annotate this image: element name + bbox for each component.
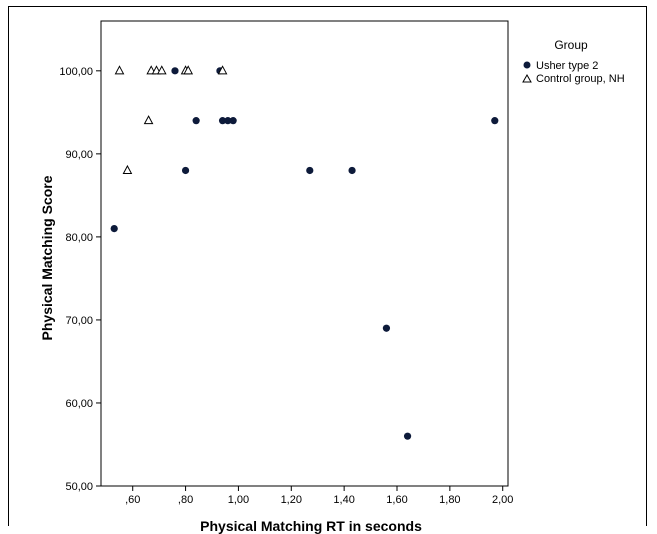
usher-point <box>192 117 200 125</box>
x-tick-label: ,60 <box>125 494 140 506</box>
usher-point <box>181 166 190 175</box>
usher-point <box>171 67 179 75</box>
y-tick-label: 100,00 <box>59 66 93 78</box>
x-tick-label: 1,60 <box>386 494 407 506</box>
y-tick-label: 50,00 <box>65 481 93 493</box>
usher-point <box>348 166 356 175</box>
y-tick-label: 90,00 <box>65 149 93 161</box>
y-axis-title: Physical Matching Score <box>39 175 55 340</box>
x-axis: ,60 ,80 1,00 1,20 1,40 1,60 1,80 2,00 <box>125 486 513 506</box>
x-tick-label: ,80 <box>178 494 193 506</box>
legend-label-usher: Usher type 2 <box>536 60 598 72</box>
y-tick-label: 60,00 <box>65 398 93 410</box>
y-tick-label: 80,00 <box>65 232 93 244</box>
x-tick-label: 1,20 <box>281 494 302 506</box>
plot-area <box>100 20 509 487</box>
x-axis-title: Physical Matching RT in seconds <box>200 518 422 534</box>
chart-frame <box>8 6 647 526</box>
legend-marker-usher <box>523 61 531 69</box>
usher-point <box>110 224 118 233</box>
legend-label-control: Control group, NH <box>536 73 625 85</box>
usher-point <box>382 324 391 332</box>
x-tick-label: 1,40 <box>333 494 354 506</box>
usher-point <box>491 117 499 125</box>
control-point <box>183 65 194 75</box>
legend: Group Usher type 2 Control group, NH <box>522 38 625 85</box>
usher-point <box>306 166 314 175</box>
legend-marker-control <box>522 73 532 83</box>
y-axis: 50,00 60,00 70,00 80,00 90,00 100,00 <box>59 66 101 493</box>
usher-point <box>224 117 232 125</box>
control-point <box>217 65 228 75</box>
data-points <box>110 65 499 440</box>
usher-point <box>218 117 227 125</box>
usher-point <box>229 117 237 125</box>
x-tick-label: 2,00 <box>492 494 513 506</box>
x-tick-label: 1,00 <box>228 494 249 506</box>
usher-point <box>403 432 412 440</box>
legend-title: Group <box>554 38 588 52</box>
control-point <box>114 65 125 75</box>
x-tick-label: 1,80 <box>439 494 460 506</box>
control-point <box>143 115 154 125</box>
y-tick-label: 70,00 <box>65 315 93 327</box>
control-point <box>156 65 167 75</box>
control-point <box>122 164 133 174</box>
